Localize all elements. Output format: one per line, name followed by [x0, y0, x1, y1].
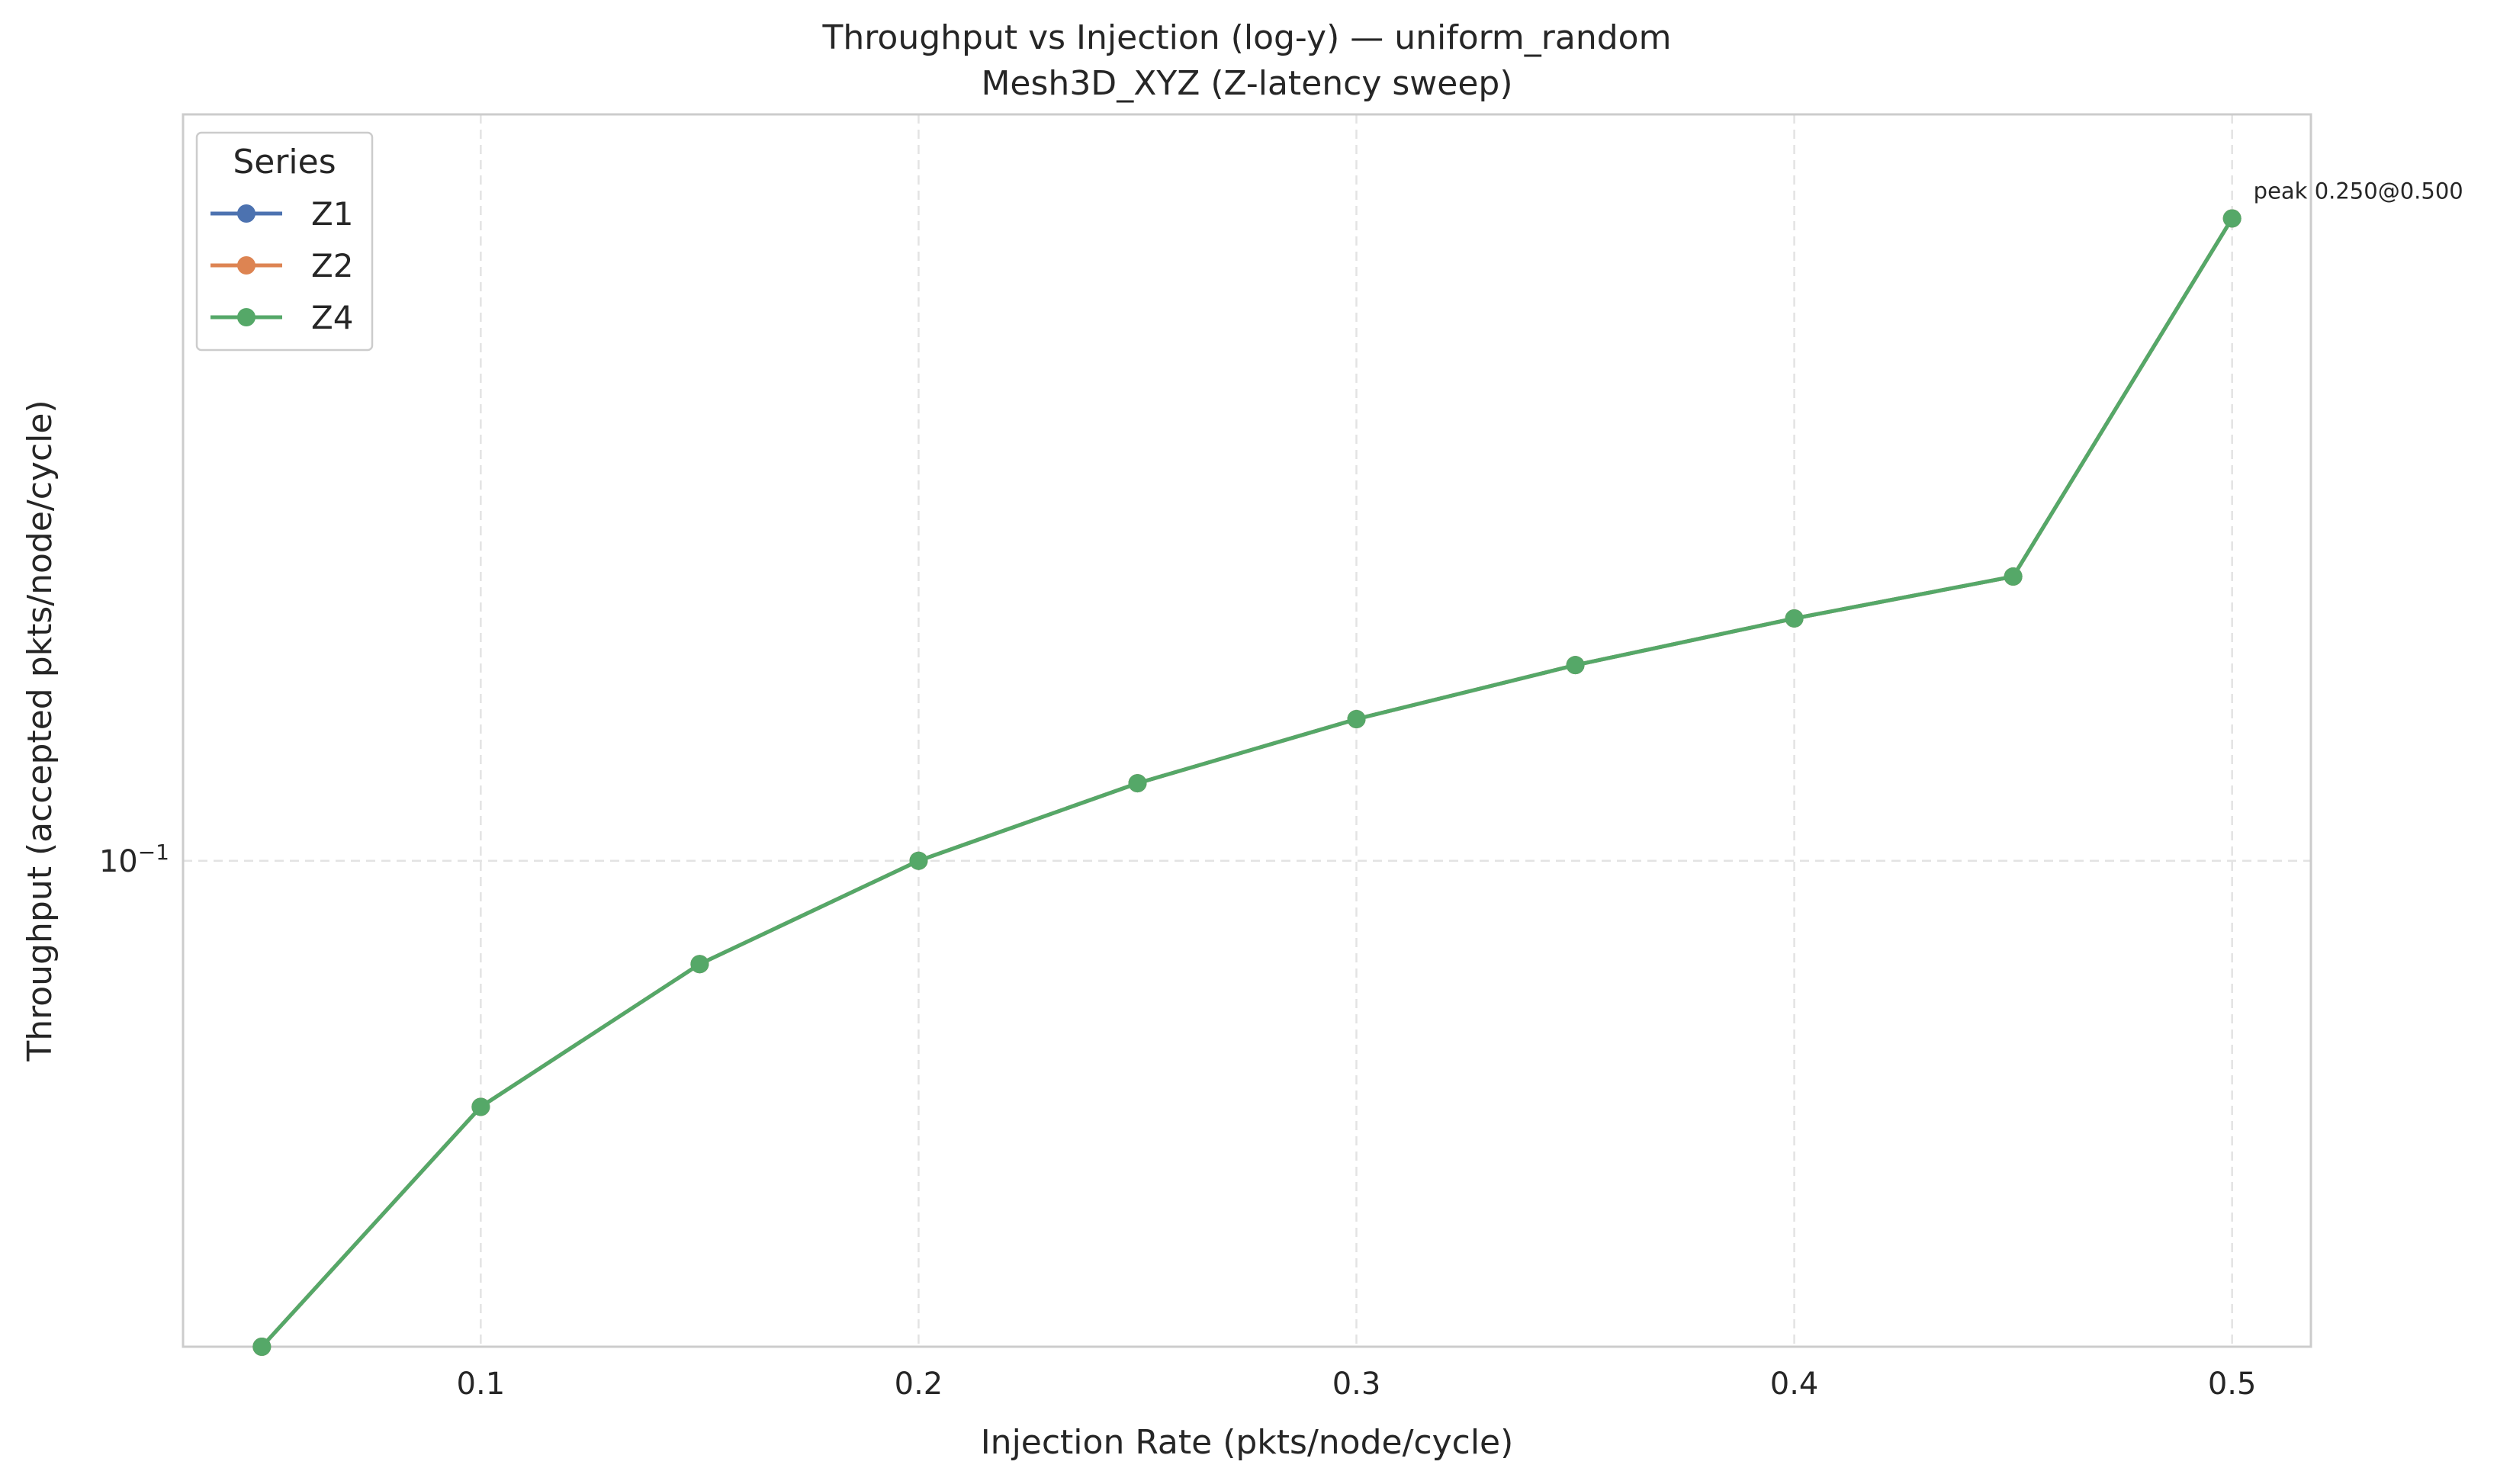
legend-label: Z1: [311, 195, 354, 233]
grid: [183, 114, 2311, 1347]
x-axis-label: Injection Rate (pkts/node/cycle): [981, 1423, 1514, 1462]
chart-title: Throughput vs Injection (log-y) — unifor…: [822, 18, 1672, 57]
legend-label: Z4: [311, 299, 354, 336]
legend-swatch-marker: [237, 204, 255, 223]
y-axis-label: Throughput (accepted pkts/node/cycle): [21, 400, 59, 1062]
series-layer: [252, 209, 2242, 1356]
legend-items: Z1 Z2 Z4: [210, 195, 354, 336]
data-point-z4: [1347, 709, 1366, 728]
data-point-z4: [2222, 209, 2242, 228]
x-tick-label: 0.1: [457, 1367, 506, 1402]
x-tick-label: 0.3: [1332, 1367, 1381, 1402]
ticks: 0.1 0.2 0.3 0.4 0.5 10−1: [99, 840, 2257, 1402]
x-tick-label: 0.2: [895, 1367, 943, 1402]
data-point-z4: [2004, 567, 2023, 586]
x-tick-label: 0.5: [2208, 1367, 2257, 1402]
legend-title: Series: [233, 143, 336, 181]
legend-box: [195, 131, 374, 352]
data-point-z4: [1128, 774, 1147, 793]
plot-area: [183, 114, 2311, 1347]
data-point-z4: [252, 1338, 272, 1356]
legend-label: Z2: [311, 247, 354, 284]
series-line-z4: [260, 217, 2234, 1348]
plot-frame: [182, 113, 2312, 1348]
data-point-z4: [471, 1097, 490, 1116]
y-tick-label: 10−1: [99, 840, 169, 879]
data-point-z4: [690, 955, 709, 974]
legend-swatch-marker: [237, 308, 255, 326]
series-z4: [252, 209, 2242, 1356]
data-point-z4: [1785, 609, 1804, 628]
data-point-z4: [909, 851, 928, 870]
chart-subtitle: Mesh3D_XYZ (Z-latency sweep): [981, 64, 1512, 103]
peak-annotation: peak 0.250@0.500: [2254, 178, 2463, 204]
x-tick-label: 0.4: [1770, 1367, 1819, 1402]
legend: Series Z1 Z2 Z4: [195, 131, 374, 352]
legend-swatch-marker: [237, 256, 255, 275]
data-point-z4: [1566, 656, 1585, 675]
